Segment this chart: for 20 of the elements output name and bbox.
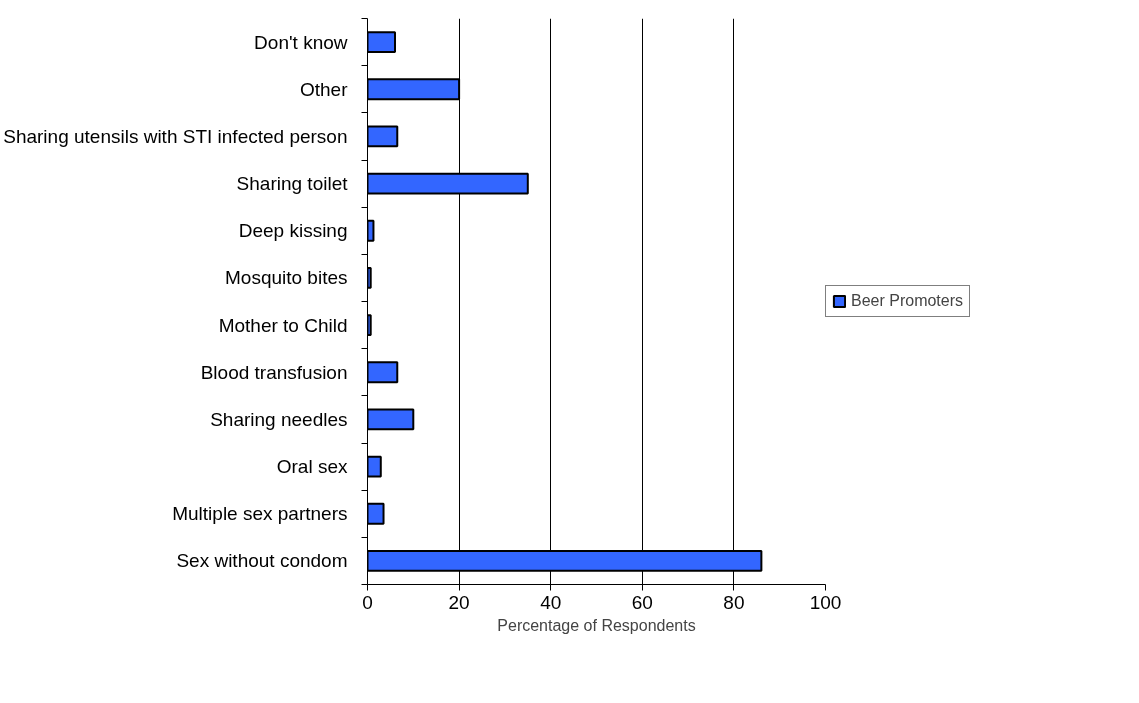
x-tick-label: 80	[723, 591, 745, 613]
x-tick-label: 20	[448, 591, 470, 613]
x-tick-label: 0	[362, 591, 373, 613]
x-tick-label: 100	[809, 591, 842, 613]
x-tick-label: 40	[540, 591, 562, 613]
y-tick-label: Deep kissing	[238, 220, 348, 242]
y-tick-label: Oral sex	[276, 456, 348, 478]
y-tick-label: Multiple sex partners	[172, 503, 348, 525]
x-tick-label: 60	[631, 591, 653, 613]
y-tick-label: Sharing toilet	[236, 173, 349, 195]
y-tick-label: Sharing utensils with STI infected person	[3, 125, 348, 147]
y-tick-label: Mother to Child	[218, 314, 348, 336]
y-tick-label: Mosquito bites	[224, 267, 348, 289]
y-tick-label: Sex without condom	[176, 550, 348, 572]
y-tick-label: Other	[299, 78, 349, 100]
legend-label: Beer Promoters	[851, 292, 964, 310]
y-tick-label: Don't know	[254, 31, 348, 53]
y-tick-label: Sharing needles	[210, 408, 348, 430]
y-tick-label: Blood transfusion	[200, 361, 348, 383]
x-axis-title: Percentage of Respondents	[497, 616, 696, 634]
